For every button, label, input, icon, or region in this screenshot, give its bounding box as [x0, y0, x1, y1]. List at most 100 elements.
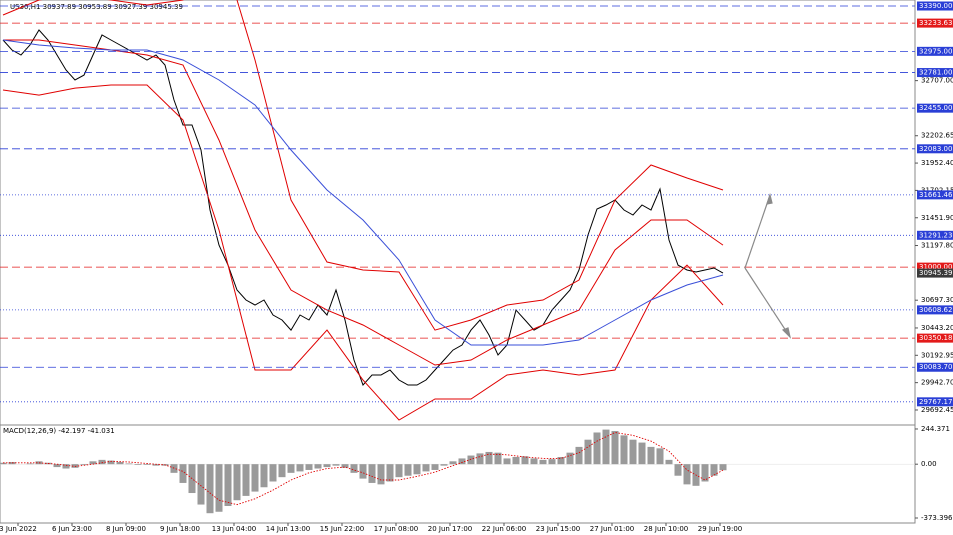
macd-bar: [143, 464, 151, 465]
macd-bar: [206, 464, 214, 514]
macd-bar: [575, 446, 583, 465]
level-box: [917, 144, 953, 154]
macd-bar: [125, 463, 133, 465]
x-tick-label: 28 Jun 10:00: [644, 525, 688, 533]
level-box: [917, 305, 953, 315]
macd-bar: [287, 464, 295, 473]
macd-bar: [503, 458, 511, 465]
y-tick-label: 32707.00: [921, 77, 953, 85]
macd-bar: [638, 442, 646, 465]
level-box: [917, 190, 953, 200]
x-tick-label: 6 Jun 23:00: [52, 525, 92, 533]
macd-bar: [107, 460, 115, 465]
y-tick-label: 29942.70: [921, 379, 953, 387]
y-tick-label: 31197.80: [921, 242, 953, 250]
panel: [0, 429, 915, 514]
level-label: 32455.00: [919, 104, 952, 112]
macd-bar: [134, 464, 142, 465]
level-label: 33233.63: [919, 19, 952, 27]
y-tick-label: 30443.20: [921, 324, 953, 332]
x-tick-label: 14 Jun 13:00: [266, 525, 310, 533]
level-label: 30083.70: [919, 363, 952, 371]
x-tick-label: 22 Jun 06:00: [482, 525, 526, 533]
x-tick-label: 23 Jun 15:00: [536, 525, 580, 533]
plot-frame: [0, 0, 916, 524]
level-label: 32781.00: [919, 69, 952, 77]
y-tick-label: 0.00: [921, 460, 937, 468]
level-label: 33390.00: [919, 2, 952, 10]
series-line: [3, 432, 724, 506]
macd-bar: [395, 464, 403, 478]
macd-bar: [629, 439, 637, 465]
y-tick-label: 244.371: [921, 425, 950, 433]
macd-bar: [89, 461, 97, 465]
level-box: [917, 1, 953, 11]
macd-bar: [341, 464, 349, 468]
macd-bar: [197, 464, 205, 505]
y-tick-label: -373.396: [921, 514, 953, 522]
macd-bar: [314, 464, 322, 469]
chart-title: US30,H1 30937.89 30953.89 30927.39 30945…: [10, 3, 183, 11]
macd-bar: [512, 456, 520, 465]
macd-bar: [548, 459, 556, 465]
macd-title: MACD(12,26,9) -42.197 -41.031: [3, 427, 115, 435]
macd-bar: [719, 464, 727, 471]
macd-bar: [539, 459, 547, 465]
macd-bar: [674, 464, 682, 476]
macd-bar: [494, 452, 502, 465]
macd-bar: [242, 464, 250, 496]
y-tick-label: 29692.45: [921, 406, 953, 414]
level-box: [917, 103, 953, 113]
x-tick-label: 9 Jun 18:00: [160, 525, 200, 533]
level-box: [917, 18, 953, 28]
x-tick-label: 13 Jun 04:00: [212, 525, 256, 533]
macd-bar: [683, 464, 691, 485]
macd-bar: [80, 464, 88, 465]
macd-bar: [422, 464, 430, 472]
macd-bar: [584, 439, 592, 465]
macd-bar: [701, 464, 709, 482]
macd-bar: [233, 464, 241, 501]
level-label: 31661.46: [919, 191, 953, 199]
x-tick-label: 3 Jun 2022: [0, 525, 37, 533]
level-label: 30945.39: [919, 269, 952, 277]
macd-bar: [98, 459, 106, 465]
macd-bar: [305, 464, 313, 470]
macd-bar: [467, 455, 475, 465]
macd-bar: [296, 464, 304, 472]
macd-bar: [566, 452, 574, 465]
macd-bar: [620, 435, 628, 465]
macd-bar: [179, 464, 187, 483]
series-line: [2, 0, 724, 331]
level-label: 30608.62: [919, 306, 952, 314]
macd-bar: [224, 464, 232, 506]
macd-bar: [350, 464, 358, 473]
x-tick-label: 17 Jun 08:00: [374, 525, 418, 533]
macd-bar: [485, 451, 493, 465]
y-tick-label: 30192.95: [921, 351, 953, 359]
level-label: 32083.00: [919, 145, 952, 153]
y-tick-label: 30697.30: [921, 296, 953, 304]
level-label: 31000.00: [919, 263, 952, 271]
macd-bar: [647, 446, 655, 465]
macd-bar: [656, 448, 664, 465]
macd-bar: [431, 464, 439, 470]
panel: [2, 0, 724, 421]
macd-bar: [413, 464, 421, 475]
macd-bar: [26, 463, 34, 465]
macd-bar: [269, 464, 277, 482]
x-tick-label: 8 Jun 09:00: [106, 525, 146, 533]
x-tick-label: 29 Jun 19:00: [698, 525, 742, 533]
macd-bar: [215, 464, 223, 512]
macd-bar: [251, 464, 259, 492]
macd-bar: [521, 456, 529, 465]
x-tick-label: 20 Jun 17:00: [428, 525, 472, 533]
macd-bar: [593, 432, 601, 465]
level-label: 31291.23: [919, 231, 952, 239]
level-label: 29767.17: [919, 398, 952, 406]
macd-bar: [476, 453, 484, 465]
macd-bar: [152, 464, 160, 466]
x-tick-label: 15 Jun 22:00: [320, 525, 364, 533]
series-line: [3, 39, 724, 366]
x-tick-label: 27 Jun 01:00: [590, 525, 634, 533]
